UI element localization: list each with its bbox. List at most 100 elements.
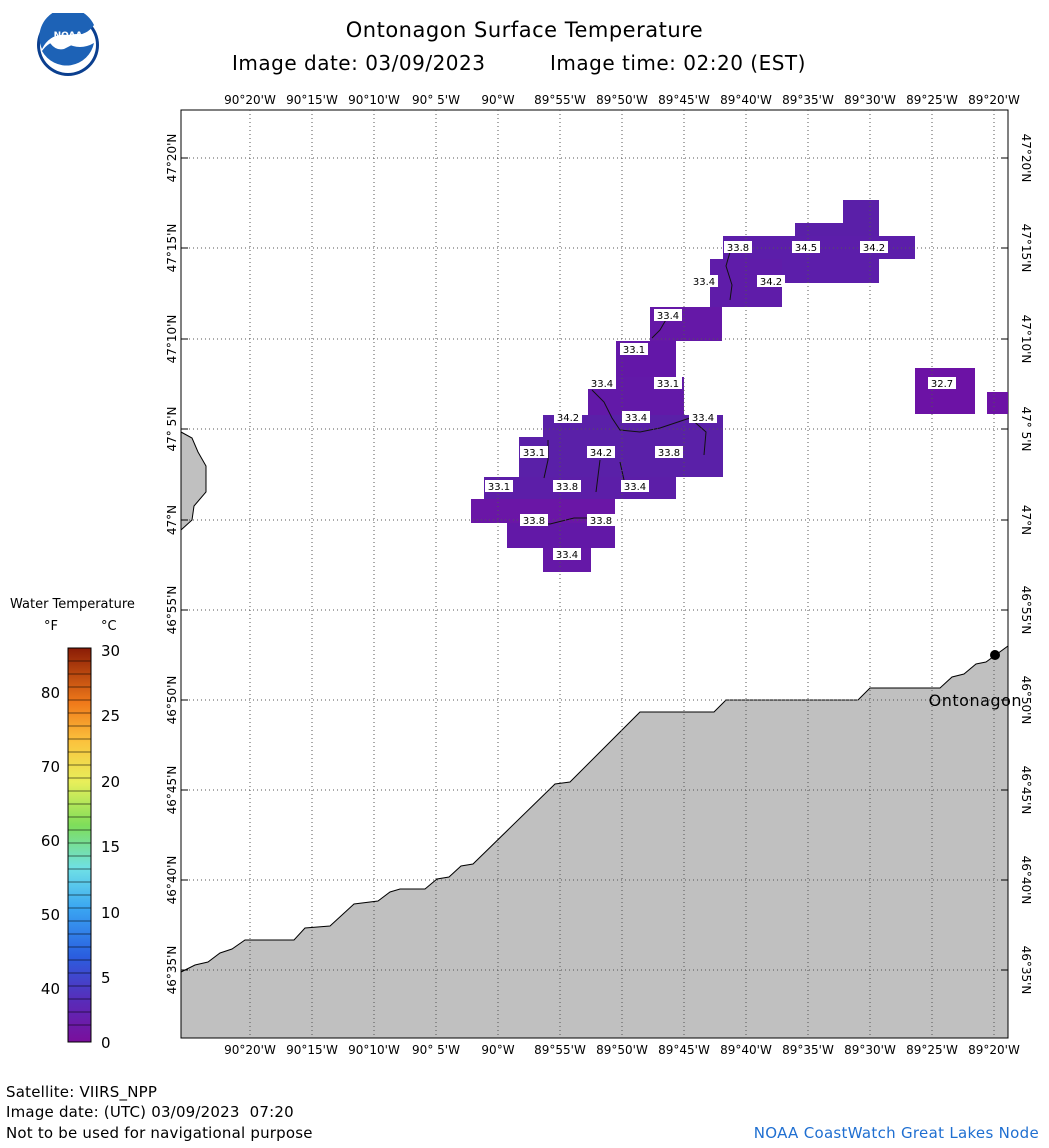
map-label: 60 [41,832,60,850]
image-time: Image time: 02:20 (EST) [550,51,806,75]
map-label: 33.8 [727,243,749,254]
map-label: 34.2 [863,243,885,254]
map-label: 46°35'N [1019,946,1033,995]
map-label: 34.2 [760,277,782,288]
map-label: 33.8 [658,448,680,459]
footer-warning: Not to be used for navigational purpose [6,1124,313,1142]
map-label: 89°25'W [906,1043,958,1057]
map-label: 47° 5'N [1019,407,1033,452]
map-label: 46°55'N [165,586,179,635]
map-label: 33.4 [624,482,646,493]
map-label: 47° 5'N [165,407,179,452]
temp-label: 33.4 [690,275,718,288]
temp-label: 33.8 [655,446,683,459]
map-label: 34.2 [557,413,579,424]
color-scale-bar: 80 70 60 50 40 30 25 20 15 10 5 0 [41,642,120,1052]
map-label: 50 [41,906,60,924]
footer-satellite: Satellite: VIIRS_NPP [6,1083,158,1101]
footer-credit: NOAA CoastWatch Great Lakes Node [753,1124,1039,1142]
map-label: 90° 5'W [412,93,460,107]
map-label: 89°35'W [782,93,834,107]
map-label: 90°20'W [224,93,276,107]
map-label: 90°15'W [286,1043,338,1057]
temp-label: 34.2 [554,411,582,424]
map-label: 34.5 [795,243,817,254]
city-marker [990,650,1000,660]
lat-labels-left: 47°20'N 47°15'N 47°10'N 47° 5'N 47°N 46°… [165,134,179,995]
map-label: 10 [101,904,120,922]
map-label: 47°10'N [1019,315,1033,364]
map-label: 33.8 [523,516,545,527]
map-label: 47°20'N [165,134,179,183]
map-label: 89°50'W [596,1043,648,1057]
map-label: 30 [101,642,120,660]
temp-label: 34.5 [792,241,820,254]
map-label: 33.4 [693,277,715,288]
map-label: 47°15'N [165,224,179,273]
map-label: 90°15'W [286,93,338,107]
map-label: 33.4 [692,413,714,424]
temp-label: 33.8 [724,241,752,254]
temp-label: 33.8 [553,480,581,493]
map-label: 46°45'N [1019,766,1033,815]
map-label: 70 [41,758,60,776]
map-label: 90°W [481,1043,514,1057]
temp-label: 33.1 [620,343,648,356]
map-label: 15 [101,838,120,856]
water-pixels [471,200,1008,572]
temp-label: 33.4 [588,377,616,390]
map-label: 89°25'W [906,93,958,107]
map-label: 33.4 [591,379,613,390]
map-label: 90°10'W [348,93,400,107]
map-label: 89°45'W [658,1043,710,1057]
map-label: 33.8 [556,482,578,493]
grid-lines [181,110,1008,1038]
map-label: 33.1 [488,482,510,493]
temp-label: 32.7 [928,377,956,390]
map-label: 25 [101,707,120,725]
map-label: 46°45'N [165,766,179,815]
temp-label: 33.4 [689,411,717,424]
legend-f-ticks: 80 70 60 50 40 [41,684,60,998]
footer-utc-date: Image date: (UTC) 03/09/2023 07:20 [6,1103,294,1121]
temp-label: 34.2 [860,241,888,254]
map-label: 40 [41,980,60,998]
noaa-logo: NOAA [37,13,99,76]
map-label: 89°35'W [782,1043,834,1057]
axis-ticks [181,157,1008,971]
temp-label: 33.1 [520,446,548,459]
temp-label: 33.4 [553,548,581,561]
temperature-labels: 33.8 34.5 34.2 33.4 34.2 33.4 33.1 33.4 … [485,241,956,561]
temp-label: 33.1 [485,480,513,493]
map-label: 33.4 [625,413,647,424]
lat-labels-right: 47°20'N 47°15'N 47°10'N 47° 5'N 47°N 46°… [1019,134,1033,995]
legend-unit-f: °F [44,619,58,634]
map-label: 32.7 [931,379,953,390]
map-label: 33.1 [657,379,679,390]
map-label: 46°50'N [165,676,179,725]
map-label: 89°30'W [844,1043,896,1057]
map-label: 47°N [1019,505,1033,535]
map-label: 33.1 [523,448,545,459]
temp-label: 34.2 [757,275,785,288]
temp-label: 33.4 [622,411,650,424]
temp-label: 33.4 [621,480,649,493]
temp-label: 33.1 [654,377,682,390]
lon-labels-top: 90°20'W 90°15'W 90°10'W 90° 5'W 90°W 89°… [224,93,1020,107]
temp-label: 34.2 [587,446,615,459]
west-shore-land [180,431,207,532]
map-label: 89°55'W [534,1043,586,1057]
temp-label: 33.8 [520,514,548,527]
map-label: 46°40'N [165,856,179,905]
legend-c-ticks: 30 25 20 15 10 5 0 [101,642,120,1052]
map-label: 47°10'N [165,315,179,364]
map-label: 90° 5'W [412,1043,460,1057]
map-label: 33.8 [590,516,612,527]
south-shore-land [180,645,1009,1039]
map-title: Ontonagon Surface Temperature [345,18,704,42]
map-label: 89°45'W [658,93,710,107]
map-label: 47°N [165,505,179,535]
map-label: 0 [101,1034,111,1052]
lon-labels-bottom: 90°20'W 90°15'W 90°10'W 90° 5'W 90°W 89°… [224,1043,1020,1057]
